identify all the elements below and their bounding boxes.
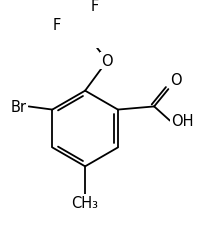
Text: O: O xyxy=(101,54,112,69)
Text: F: F xyxy=(52,18,61,33)
Text: CH₃: CH₃ xyxy=(71,195,98,210)
Text: F: F xyxy=(90,0,98,14)
Text: Br: Br xyxy=(11,100,27,114)
Text: OH: OH xyxy=(171,114,193,129)
Text: O: O xyxy=(169,72,181,87)
